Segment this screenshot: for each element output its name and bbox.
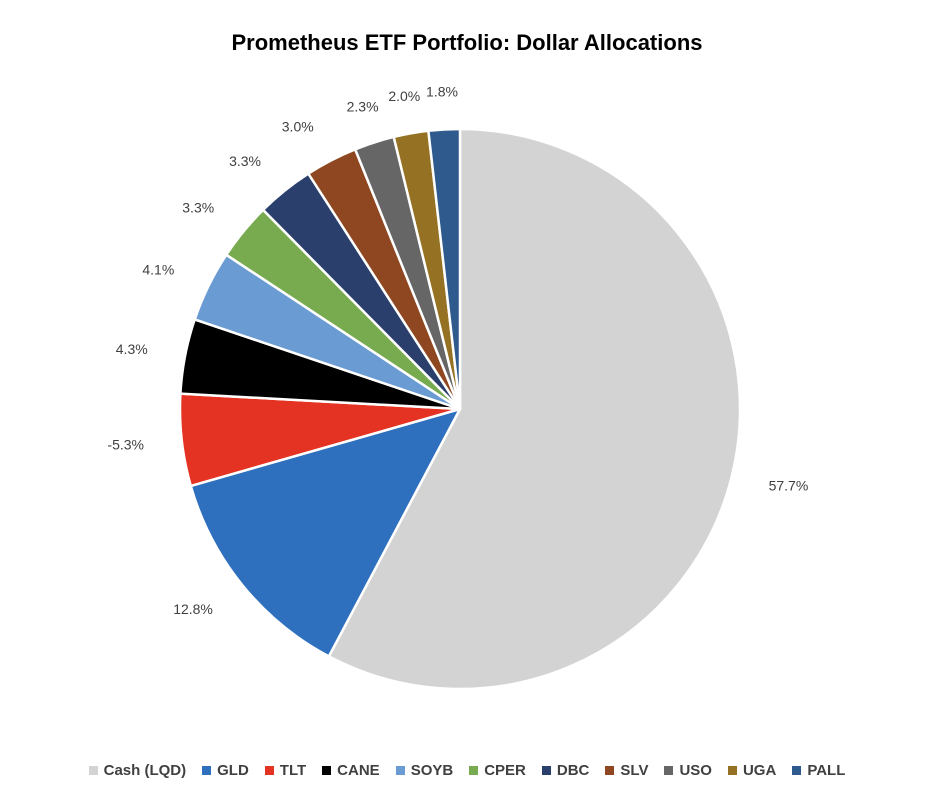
data-label-cane: 4.3%	[116, 341, 148, 357]
data-label-cash-lqd: 57.7%	[769, 478, 809, 494]
data-label-pall: 1.8%	[426, 84, 458, 100]
legend-swatch-pall	[792, 766, 802, 775]
legend-item-slv: SLV	[605, 762, 648, 779]
legend-label-uga: UGA	[742, 762, 777, 779]
data-label-soyb: 4.1%	[142, 261, 174, 277]
legend-swatch-cane	[322, 766, 332, 775]
legend-swatch-uso	[664, 766, 674, 775]
legend-item-dbc: DBC	[541, 762, 590, 779]
legend-label-tlt: TLT	[279, 762, 307, 779]
legend-swatch-gld	[202, 766, 212, 775]
legend-label-dbc: DBC	[556, 762, 590, 779]
legend-swatch-slv	[605, 766, 615, 775]
chart-legend: Cash (LQD) GLD TLT CANE SOYB CPER DBC SLV USO UGA…	[0, 762, 934, 779]
data-label-uga: 2.0%	[388, 88, 420, 104]
legend-item-gld: GLD	[202, 762, 249, 779]
data-label-dbc: 3.3%	[229, 153, 261, 169]
pie-slice-gld	[189, 407, 462, 658]
legend-label-slv: SLV	[620, 762, 649, 779]
legend-label-gld: GLD	[217, 762, 249, 779]
legend-item-cash-lqd: Cash (LQD)	[88, 762, 187, 779]
legend-label-cash-lqd: Cash (LQD)	[103, 762, 187, 779]
legend-label-cane: CANE	[337, 762, 380, 779]
legend-item-cane: CANE	[322, 762, 380, 779]
pie-slice-pall	[427, 127, 462, 411]
legend-label-cper: CPER	[484, 762, 526, 779]
data-label-gld: 12.8%	[173, 601, 213, 617]
data-label-uso: 2.3%	[347, 98, 379, 114]
pie-chart: 57.7% 12.8% -5.3% 4.3% 4.1% 3.3% 3.3% 3.0% 2.3% 2…	[107, 84, 809, 691]
legend-label-pall: PALL	[807, 762, 846, 779]
legend-swatch-cper	[469, 766, 479, 775]
data-label-tlt: -5.3%	[107, 436, 144, 452]
legend-item-pall: PALL	[792, 762, 845, 779]
legend-item-uso: USO	[664, 762, 712, 779]
legend-item-soyb: SOYB	[395, 762, 454, 779]
data-label-slv: 3.0%	[282, 119, 314, 135]
legend-item-uga: UGA	[727, 762, 777, 779]
legend-label-uso: USO	[679, 762, 712, 779]
legend-swatch-tlt	[264, 766, 274, 775]
pie-slice-cash-lqd	[327, 127, 742, 691]
legend-item-tlt: TLT	[264, 762, 307, 779]
legend-swatch-uga	[727, 766, 737, 775]
legend-item-cper: CPER	[469, 762, 526, 779]
chart-title: Prometheus ETF Portfolio: Dollar Allocat…	[231, 30, 703, 55]
data-label-cper: 3.3%	[182, 199, 214, 215]
legend-swatch-dbc	[541, 766, 551, 775]
legend-label-soyb: SOYB	[410, 762, 454, 779]
legend-swatch-soyb	[395, 766, 405, 775]
legend-swatch-cash-lqd	[88, 766, 98, 775]
